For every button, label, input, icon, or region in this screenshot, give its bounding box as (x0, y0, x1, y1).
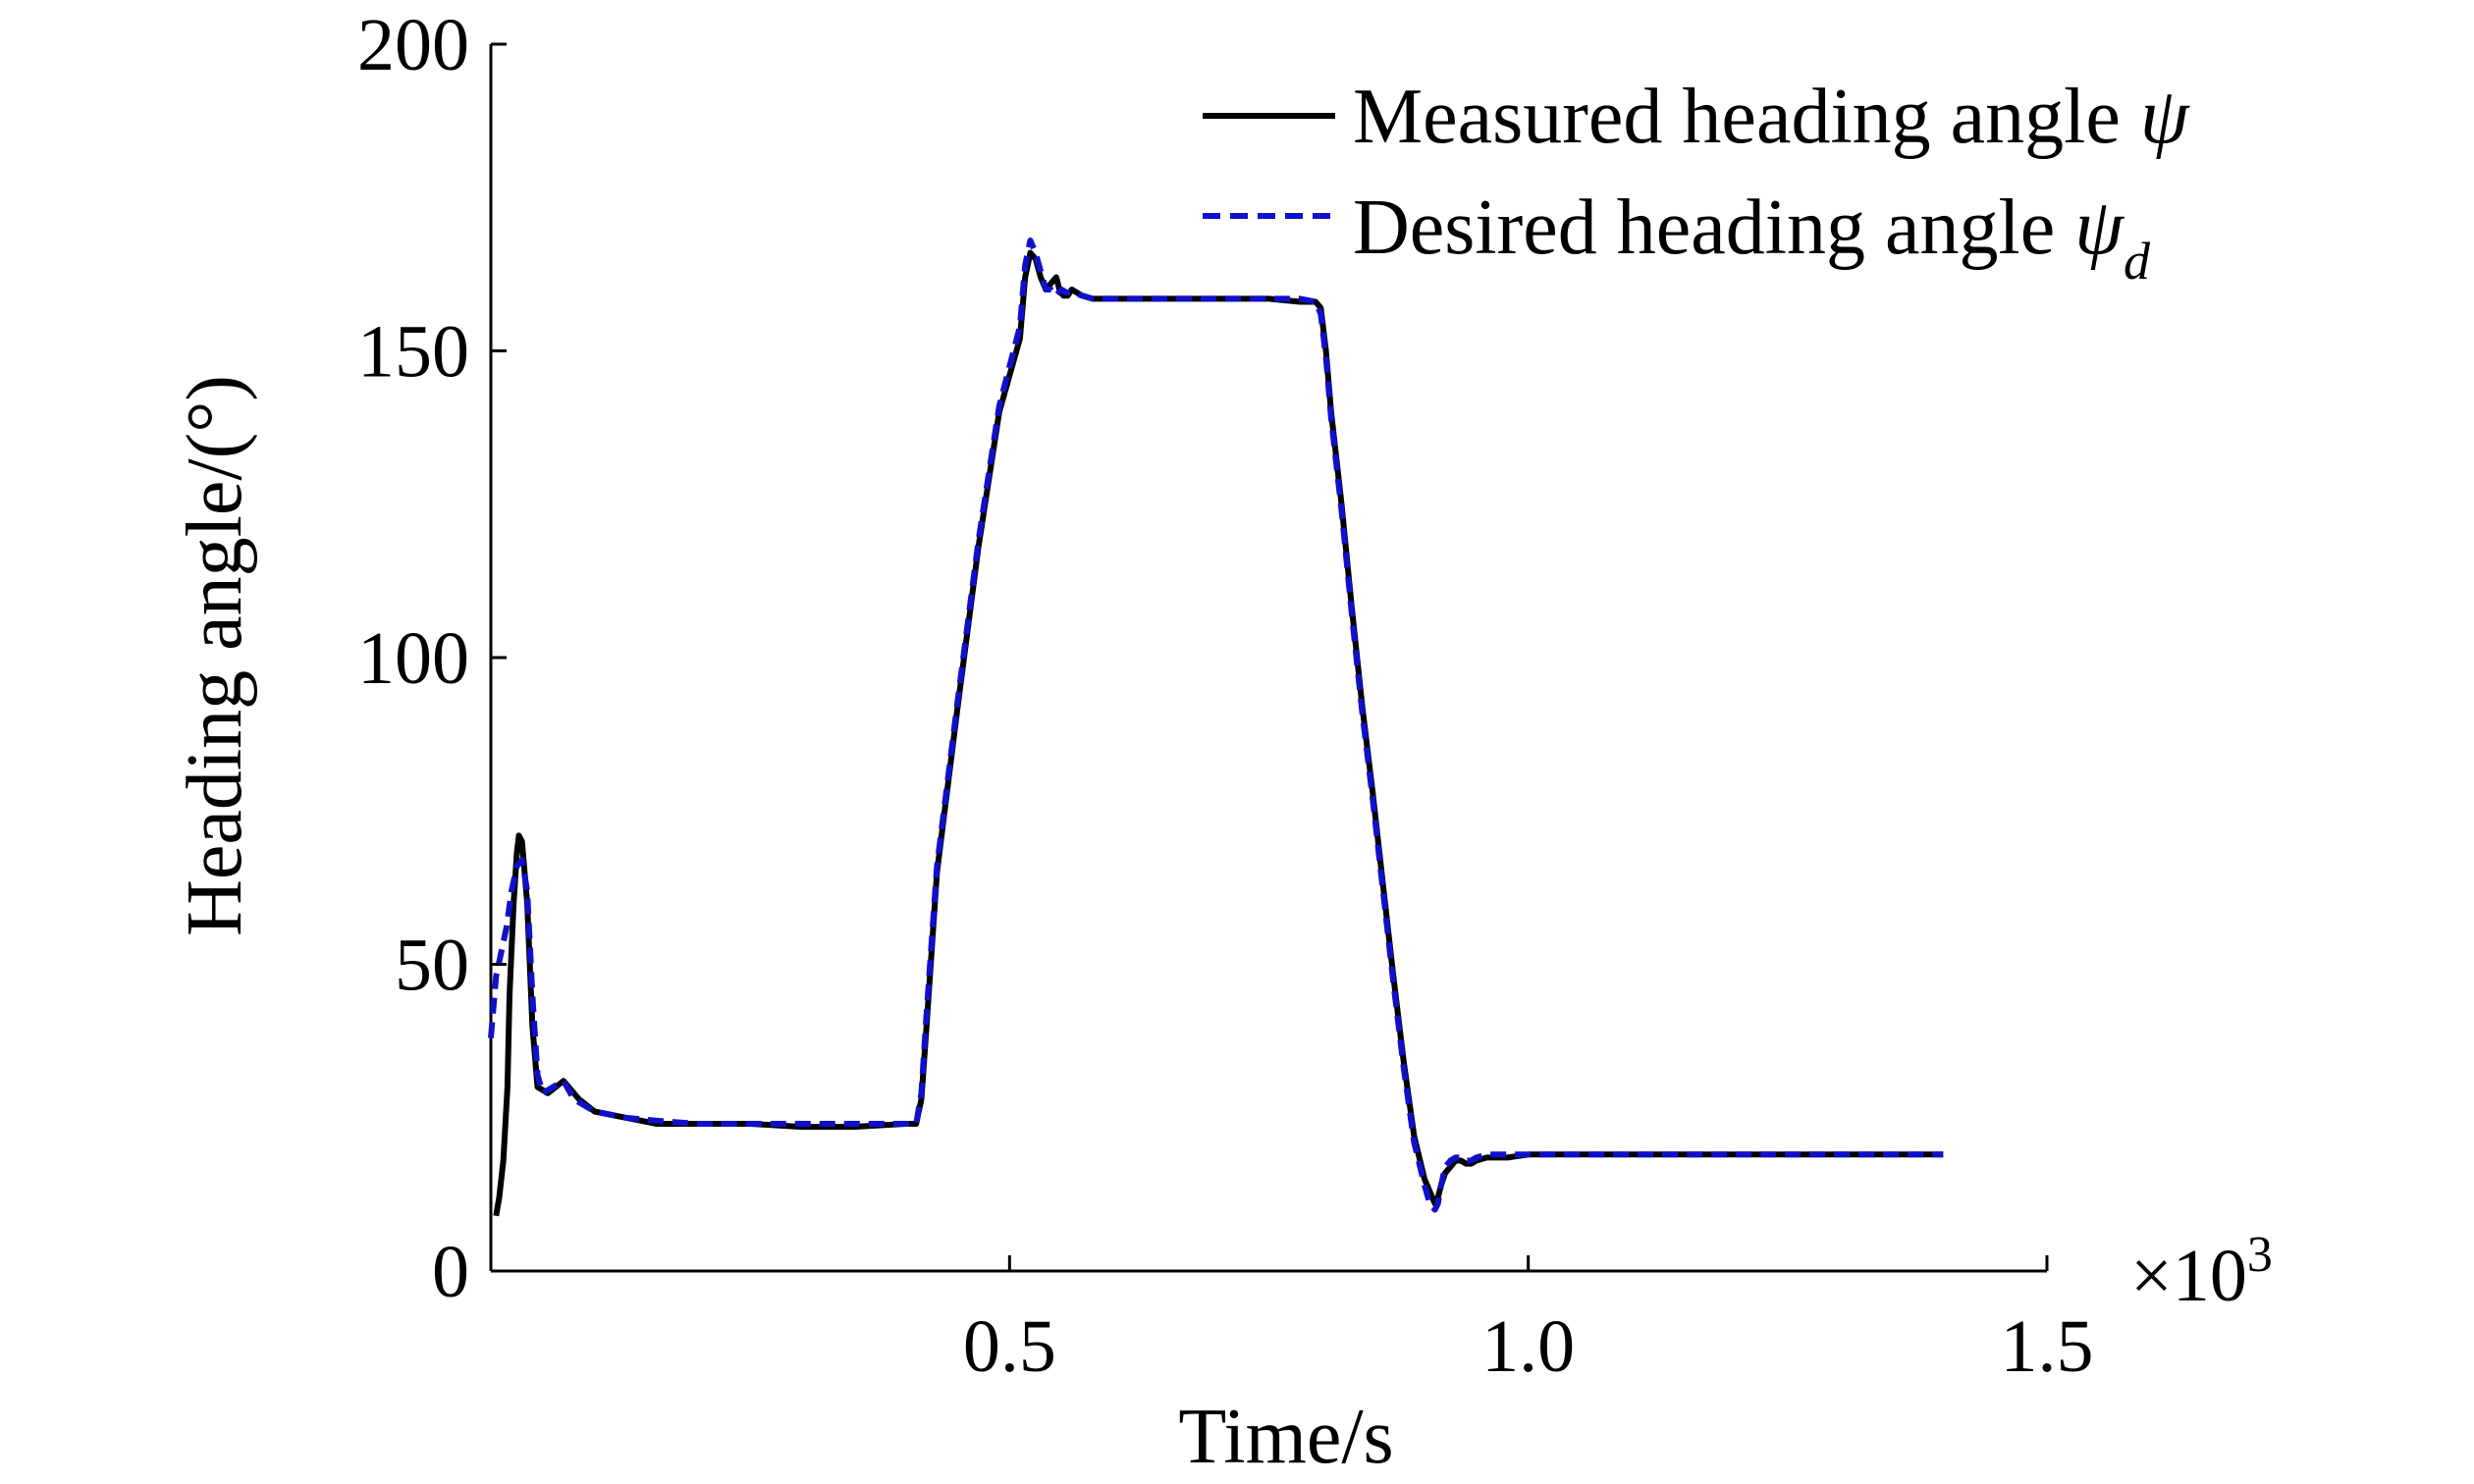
x-axis-multiplier-base: ×10 (2130, 1235, 2247, 1317)
x-tick-label: 1.0 (1481, 1305, 1575, 1388)
y-axis-label: Heading angle/(°) (172, 375, 258, 936)
x-axis-label: Time/s (1178, 1394, 1393, 1480)
series-layer (488, 238, 1944, 1217)
y-tick-label: 200 (357, 4, 469, 86)
y-tick-label: 50 (395, 925, 469, 1007)
x-tick-label: 0.5 (963, 1305, 1056, 1388)
legend-label-measured: Measured heading angle ψ (1353, 74, 2190, 160)
series-line-measured (493, 249, 1944, 1217)
y-tick-label: 100 (357, 617, 469, 700)
y-tick-label: 150 (357, 311, 469, 394)
legend-label-desired: Desired heading angle ψd (1353, 185, 2151, 291)
x-axis-multiplier-exponent: 3 (2247, 1227, 2273, 1283)
x-axis-multiplier: ×103 (2130, 1227, 2273, 1317)
x-tick-label: 1.5 (2001, 1305, 2094, 1388)
ticks-layer: 0 50 100 150 200 0.5 1.0 1.5 (357, 4, 2094, 1388)
series-line-desired (488, 238, 1944, 1213)
y-tick-label: 0 (432, 1231, 469, 1313)
legend: Measured heading angle ψ Desired heading… (1203, 74, 2190, 291)
